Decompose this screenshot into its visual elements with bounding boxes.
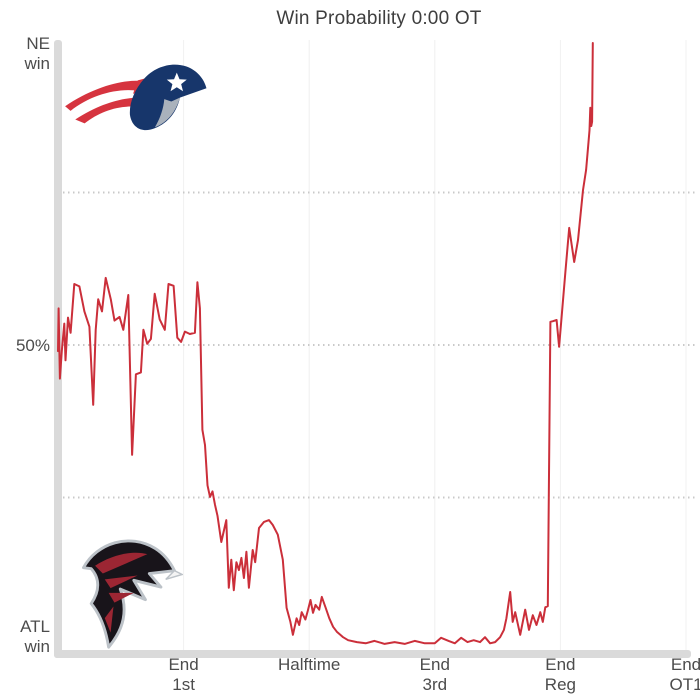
x-tick-end-3rd-line1: End	[419, 655, 450, 674]
x-tick-end-1st: End 1st	[124, 655, 244, 695]
patriots-logo-icon	[65, 64, 207, 131]
x-tick-halftime: Halftime	[249, 655, 369, 675]
x-tick-end-reg-line1: End	[545, 655, 576, 674]
x-tick-end-reg-line2: Reg	[544, 675, 576, 694]
x-tick-halftime-line1: Halftime	[278, 655, 341, 674]
x-tick-end-3rd: End 3rd	[375, 655, 495, 695]
x-tick-end-ot1-line2: OT1	[669, 675, 700, 694]
x-tick-end-ot1: End OT1	[626, 655, 700, 695]
y-axis-label-ne-win: NE win	[0, 34, 50, 74]
y-axis-label-atl-win: ATL win	[0, 617, 50, 657]
x-tick-end-ot1-line1: End	[670, 655, 700, 674]
chart-title: Win Probability 0:00 OT	[276, 8, 482, 29]
x-tick-end-1st-line1: End	[168, 655, 199, 674]
falcons-logo-icon	[82, 539, 183, 649]
y-axis-label-ne-line1: NE	[26, 34, 50, 53]
x-tick-end-reg: End Reg	[500, 655, 620, 695]
y-axis-label-ne-line2: win	[24, 54, 50, 73]
x-tick-end-1st-line2: 1st	[172, 675, 195, 694]
x-tick-end-3rd-line2: 3rd	[422, 675, 448, 694]
y-axis-label-50pct: 50%	[15, 336, 50, 355]
y-axis-label-atl-line2: win	[24, 637, 50, 656]
y-axis-label-atl-line1: ATL	[20, 617, 50, 636]
